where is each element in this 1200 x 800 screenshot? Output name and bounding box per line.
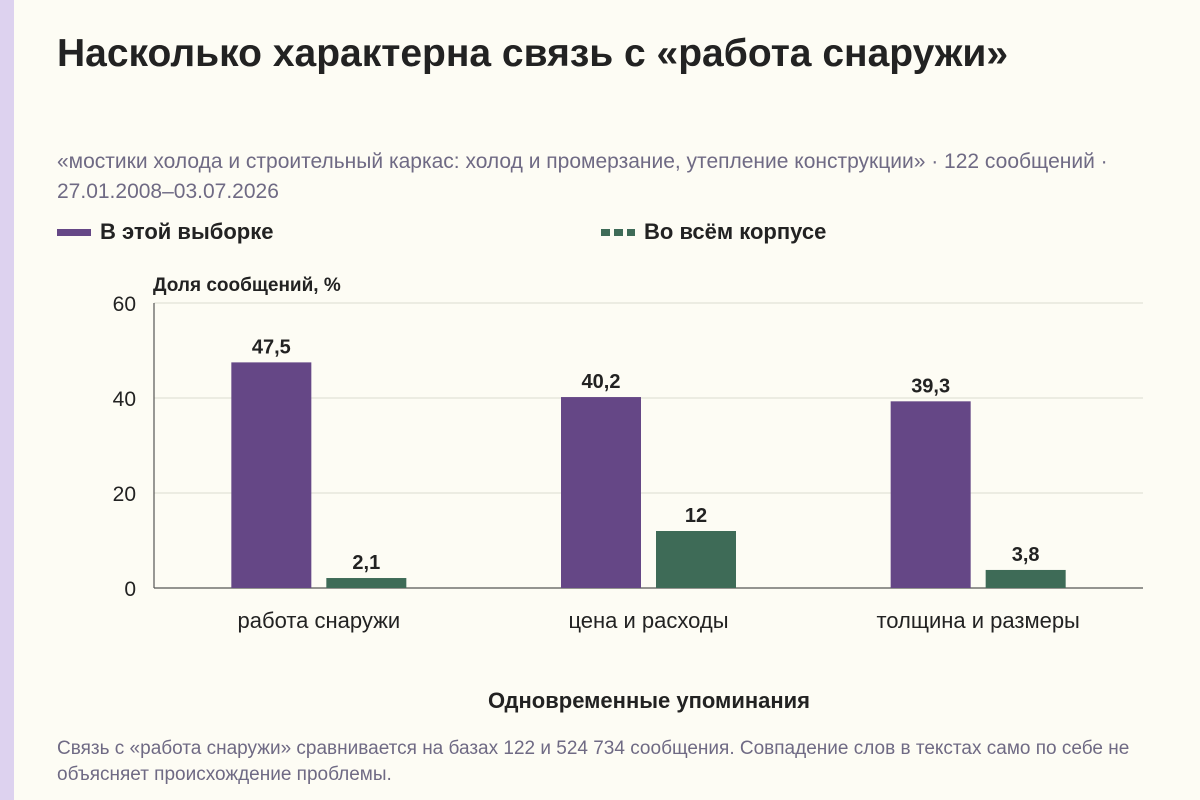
- bar-sample: [890, 401, 971, 588]
- legend-label-sample: В этой выборке: [100, 219, 274, 244]
- legend-item-corpus: Во всём корпусе: [601, 219, 826, 245]
- left-accent-strip: [0, 0, 14, 800]
- data-label-sample: 40,2: [582, 371, 621, 393]
- legend-swatch-sample: [57, 228, 91, 236]
- data-label-sample: 39,3: [911, 375, 950, 397]
- y-tick-label: 60: [113, 293, 136, 316]
- data-label-corpus: 12: [685, 505, 707, 527]
- x-tick-label: толщина и размеры: [876, 608, 1079, 633]
- chart-title: Насколько характерна связь с «работа сна…: [57, 32, 1009, 75]
- y-tick-label: 0: [124, 578, 136, 601]
- data-label-corpus: 3,8: [1012, 544, 1040, 566]
- legend-item-sample: В этой выборке: [57, 219, 273, 245]
- bar-corpus: [326, 578, 407, 588]
- data-label-sample: 47,5: [252, 336, 291, 358]
- legend-label-corpus: Во всём корпусе: [644, 219, 827, 244]
- x-axis-label: Одновременные упоминания: [488, 688, 810, 713]
- footnote: Связь с «работа снаружи» сравнивается на…: [57, 738, 1130, 785]
- data-label-corpus: 2,1: [352, 552, 380, 574]
- chart-subtitle: «мостики холода и строительный каркас: х…: [57, 150, 1108, 203]
- bar-sample: [561, 397, 641, 588]
- bar-corpus: [985, 569, 1066, 588]
- y-tick-label: 20: [113, 483, 136, 506]
- bar-sample: [231, 362, 312, 588]
- x-tick-label: цена и расходы: [568, 608, 728, 633]
- x-tick-label: работа снаружи: [238, 608, 401, 633]
- legend-swatch-corpus: [601, 228, 635, 236]
- bar-corpus: [656, 531, 736, 588]
- y-axis-label: Доля сообщений, %: [153, 275, 341, 296]
- y-tick-label: 40: [113, 388, 136, 411]
